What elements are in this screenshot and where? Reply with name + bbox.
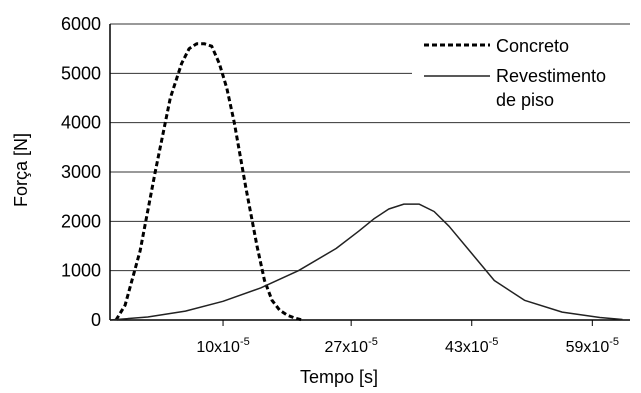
x-tick-label: 43x10-5: [445, 336, 498, 356]
y-tick-label: 2000: [61, 211, 101, 231]
legend-label-revestimento: Revestimento de piso: [496, 66, 606, 110]
y-tick-label: 0: [91, 310, 101, 330]
legend-label-concreto: Concreto: [496, 36, 569, 56]
x-tick-label: 59x10-5: [566, 336, 619, 356]
x-tick-label: 10x10-5: [196, 336, 249, 356]
series-line-concreto: [114, 42, 303, 322]
legend: Concreto Revestimento de piso: [412, 30, 638, 118]
x-axis-label: Tempo [s]: [300, 367, 378, 387]
y-tick-label: 3000: [61, 162, 101, 182]
x-tick-label: 27x10-5: [324, 336, 377, 356]
y-tick-label: 6000: [61, 14, 101, 34]
y-tick-label: 4000: [61, 113, 101, 133]
y-axis-label: Força [N]: [11, 133, 31, 207]
y-tick-label: 1000: [61, 261, 101, 281]
axes: 0 1000 2000 3000 4000 5000 6000 10x10-5 27x10-5 4…: [61, 14, 630, 356]
series-line-revestimento: [109, 203, 623, 321]
y-tick-label: 5000: [61, 63, 101, 83]
plot-lines: [109, 42, 623, 322]
